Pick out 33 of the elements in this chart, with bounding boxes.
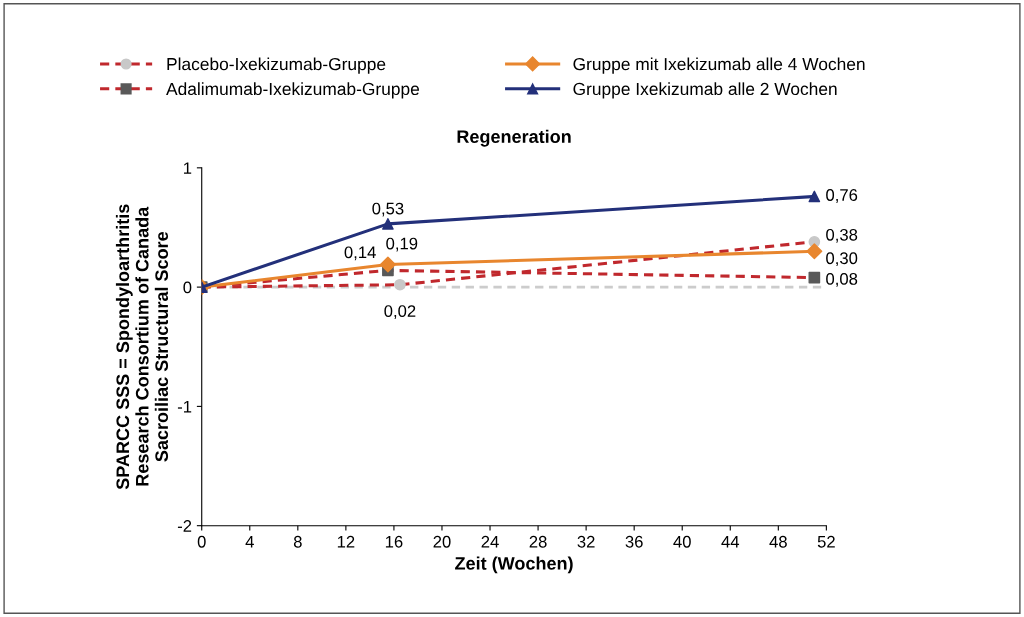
- x-tick-label: 48: [769, 535, 787, 548]
- y-tick-label: -2: [177, 520, 192, 532]
- y-tick-label: 0: [183, 281, 192, 294]
- x-tick-label: 20: [433, 535, 451, 548]
- y-axis-title: SPARCC SSS = Spondyloarthritis Research Consortium of Canada Sacroiliac Structural Score: [115, 204, 169, 490]
- legend-label: Gruppe Ixekizumab alle 2 Wochen: [573, 82, 837, 99]
- x-tick-label: 32: [577, 535, 595, 548]
- x-tick-label: 40: [673, 535, 691, 548]
- x-tick-label: 4: [245, 536, 254, 548]
- data-label: 0,38: [826, 228, 858, 243]
- x-tick-label: 0: [197, 535, 206, 548]
- legend-label: Adalimumab-Ixekizumab-Gruppe: [166, 82, 420, 99]
- data-label: 0,53: [372, 202, 404, 217]
- chart-title: Regeneration: [457, 129, 571, 147]
- legend-label: Placebo-Ixekizumab-Gruppe: [167, 57, 386, 74]
- data-label: 0,02: [384, 305, 416, 319]
- x-tick-label: 52: [817, 535, 835, 548]
- data-label: 0,19: [386, 237, 418, 252]
- x-tick-label: 16: [385, 535, 403, 548]
- x-tick-label: 24: [481, 535, 499, 548]
- data-label: 0,08: [826, 273, 858, 287]
- data-label: 0,76: [826, 189, 858, 203]
- x-tick-label: 44: [721, 536, 740, 548]
- x-tick-label: 12: [337, 535, 355, 548]
- data-label: 0,14: [344, 246, 376, 261]
- x-tick-label: 8: [293, 535, 302, 548]
- x-tick-label: 36: [625, 535, 643, 548]
- y-tick-label: -1: [177, 400, 192, 413]
- legend-label: Gruppe mit Ixekizumab alle 4 Wochen: [573, 57, 865, 74]
- x-tick-label: 28: [529, 535, 547, 548]
- x-axis-title: Zeit (Wochen): [455, 556, 573, 574]
- y-tick-label: 1: [184, 162, 192, 174]
- data-label: 0,30: [826, 252, 858, 267]
